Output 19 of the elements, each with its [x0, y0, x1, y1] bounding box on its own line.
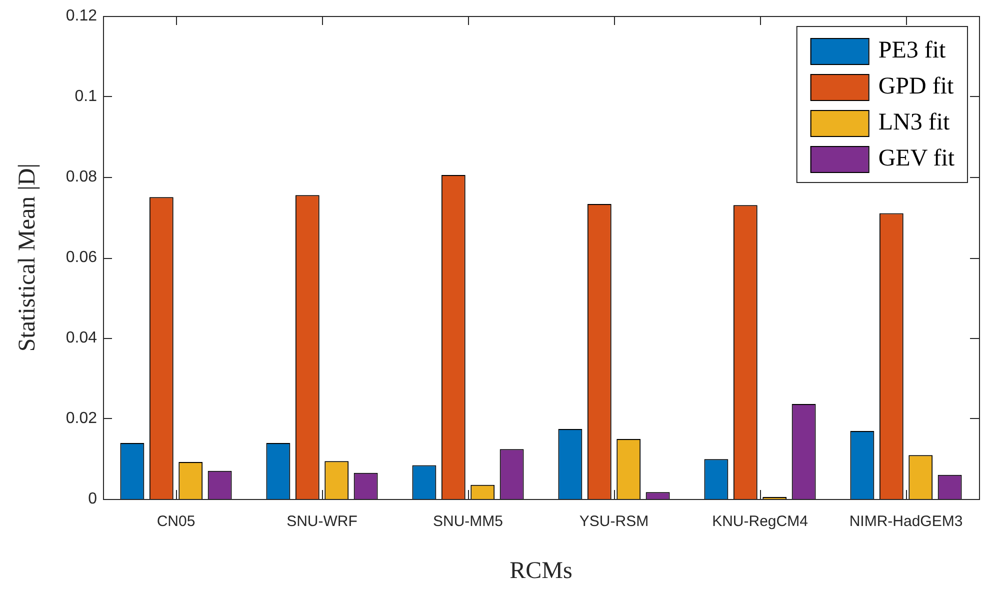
x-tick-label: YSU-RSM: [579, 513, 649, 530]
y-tick-label: 0.02: [66, 410, 98, 427]
y-axis-title: Statistical Mean |D|: [14, 163, 41, 352]
y-tick-label: 0.08: [66, 168, 98, 186]
y-tick-label: 0: [88, 490, 98, 508]
y-tick-label: 0.06: [66, 248, 98, 266]
x-tick-label: KNU-RegCM4: [712, 513, 808, 530]
y-tick-label: 0.04: [66, 329, 98, 346]
legend-label: GEV fit: [878, 145, 955, 172]
legend-label: GPD fit: [878, 73, 954, 100]
x-tick-label: SNU-WRF: [286, 513, 358, 530]
legend-label: LN3 fit: [878, 109, 950, 136]
legend-label: PE3 fit: [878, 37, 946, 64]
x-tick-label: CN05: [156, 513, 196, 530]
x-tick-label: SNU-MM5: [433, 513, 503, 530]
y-tick-label: 0.12: [66, 7, 98, 24]
y-tick-label: 0.1: [74, 88, 98, 105]
x-axis-title: RCMs: [510, 558, 572, 584]
x-tick-label: NIMR-HadGEM3: [849, 513, 963, 530]
